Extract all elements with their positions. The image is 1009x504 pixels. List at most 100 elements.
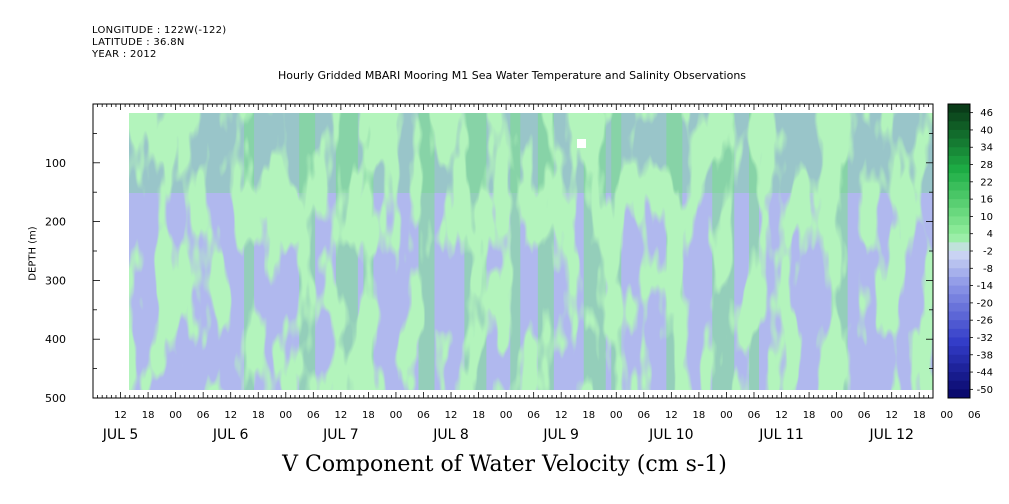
x-day-label: JUL 12 <box>868 427 913 443</box>
colorbar-label: 40 <box>980 125 993 136</box>
colorbar-label: 10 <box>980 212 993 223</box>
x-day-label: JUL 7 <box>322 427 359 443</box>
colorbar-cell <box>948 372 970 382</box>
x-hour-label: 12 <box>885 410 898 421</box>
y-tick-label: 400 <box>45 333 66 346</box>
x-axis-day-labels: JUL 5 JUL 6 JUL 7 JUL 8 JUL 9 JUL 10 JUL 11 JUL… <box>102 427 914 443</box>
x-day-label: JUL 5 <box>102 427 139 443</box>
chart-title: Hourly Gridded MBARI Mooring M1 Sea Wate… <box>277 69 747 82</box>
colorbar-cell <box>948 104 970 114</box>
colorbar-cell <box>948 389 970 399</box>
colorbar-cell <box>948 242 970 252</box>
x-hour-label: 12 <box>224 410 237 421</box>
colorbar-cell <box>948 233 970 243</box>
y-tick-label: 200 <box>45 216 66 229</box>
colorbar-cell <box>948 199 970 209</box>
x-hour-label: 06 <box>748 410 761 421</box>
x-hour-label: 00 <box>940 410 953 421</box>
latitude-label: LATITUDE : 36.8N <box>92 37 185 48</box>
colorbar-cell <box>948 121 970 131</box>
colorbar-cell <box>948 173 970 183</box>
colorbar-cell <box>948 147 970 157</box>
missing-cell <box>577 139 586 148</box>
x-hour-label: 06 <box>858 410 871 421</box>
year-label: YEAR : 2012 <box>92 49 157 60</box>
x-day-label: JUL 8 <box>432 427 469 443</box>
colorbar-label: -50 <box>977 385 993 396</box>
colorbar-cell <box>948 380 970 390</box>
colorbar-label: -44 <box>977 368 993 379</box>
colorbar-cell <box>948 302 970 313</box>
x-hour-label: 12 <box>555 410 568 421</box>
y-tick-label: 100 <box>45 157 66 170</box>
colorbar-label: -38 <box>977 350 993 361</box>
x-hour-label: 12 <box>114 410 127 421</box>
colorbar-cell <box>948 251 970 261</box>
colorbar-cell <box>948 181 970 191</box>
colorbar-cell <box>948 276 970 287</box>
colorbar-cell <box>948 155 970 166</box>
x-hour-label: 00 <box>279 410 292 421</box>
x-hour-label: 12 <box>775 410 788 421</box>
x-day-label: JUL 10 <box>648 427 693 443</box>
colorbar-label: -26 <box>977 316 993 327</box>
colorbar-label: 22 <box>980 177 993 188</box>
y-tick-label: 500 <box>45 392 66 405</box>
colorbar-cell <box>948 346 970 356</box>
x-hour-label: 06 <box>197 410 210 421</box>
y-axis-ticks <box>93 103 933 399</box>
x-hour-label: 12 <box>665 410 678 421</box>
colorbar-cell <box>948 129 970 140</box>
colorbar-cell <box>948 207 970 217</box>
x-hour-label: 06 <box>527 410 540 421</box>
heatmap-texture <box>129 113 933 390</box>
colorbar-cell <box>948 337 970 347</box>
colorbar-cell <box>948 285 970 295</box>
longitude-label: LONGITUDE : 122W(-122) <box>92 25 227 36</box>
x-axis-title: V Component of Water Velocity (cm s-1) <box>282 452 727 477</box>
colorbar-cell <box>948 138 970 148</box>
x-hour-label: 18 <box>693 410 706 421</box>
colorbar-label: 4 <box>987 229 993 240</box>
colorbar-label: -2 <box>983 247 993 258</box>
colorbar-cell <box>948 259 970 269</box>
x-axis-ticks <box>92 104 934 398</box>
colorbar-label: 34 <box>980 143 993 154</box>
colorbar-cell <box>948 311 970 321</box>
x-hour-label: 12 <box>445 410 458 421</box>
colorbar-label: -20 <box>977 298 993 309</box>
colorbar-label: -32 <box>977 333 993 344</box>
x-hour-label: 06 <box>417 410 430 421</box>
colorbar: 46 40 34 28 22 16 10 4 -2 -8 -14 -20 -26 -32 -38 -44 -50 <box>947 103 993 399</box>
y-axis-labels: 100 200 300 400 500 <box>45 157 66 405</box>
x-day-label: JUL 9 <box>542 427 579 443</box>
colorbar-cell <box>948 190 970 200</box>
x-hour-label: 18 <box>472 410 485 421</box>
colorbar-label: -14 <box>977 281 993 292</box>
colorbar-label: 16 <box>980 195 993 206</box>
colorbar-cell <box>948 363 970 373</box>
x-hour-label: 06 <box>637 410 650 421</box>
x-hour-label: 18 <box>252 410 265 421</box>
x-hour-label: 18 <box>913 410 926 421</box>
colorbar-cell <box>948 268 970 278</box>
colorbar-cell <box>948 354 970 364</box>
colorbar-cell <box>948 294 970 304</box>
x-hour-label: 18 <box>803 410 816 421</box>
x-hour-label: 00 <box>500 410 513 421</box>
x-hour-label: 00 <box>390 410 403 421</box>
x-hour-label: 00 <box>610 410 623 421</box>
x-hour-label: 06 <box>307 410 320 421</box>
colorbar-cell <box>948 328 970 338</box>
x-hour-label: 12 <box>335 410 348 421</box>
x-hour-label: 00 <box>830 410 843 421</box>
colorbar-label: 28 <box>980 160 993 171</box>
colorbar-label: -8 <box>983 264 993 275</box>
colorbar-cell <box>948 320 970 330</box>
x-hour-label: 18 <box>582 410 595 421</box>
x-day-label: JUL 11 <box>758 427 803 443</box>
colorbar-cell <box>948 164 970 174</box>
x-hour-label: 06 <box>968 410 981 421</box>
colorbar-cell <box>948 112 970 122</box>
